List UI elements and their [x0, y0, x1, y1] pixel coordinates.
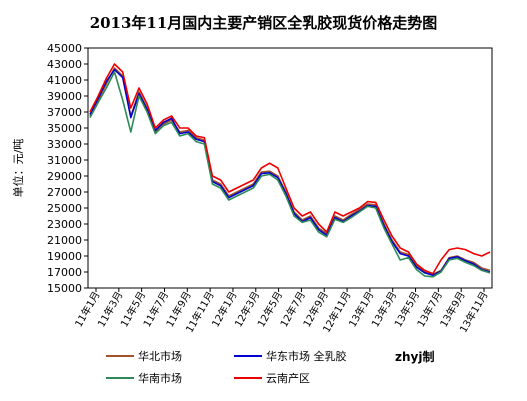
y-tick-label: 45000 [47, 42, 82, 55]
legend-label-3: 云南产区 [266, 371, 310, 385]
series-line-3 [89, 63, 491, 275]
plot-area [87, 47, 493, 289]
y-tick-label: 19000 [47, 250, 82, 263]
credit-label: zhyj制 [395, 349, 434, 364]
y-axis: 15000 17000 19000 21000 23000 25000 27000 29000… [47, 42, 88, 295]
y-axis-label: 单位：元/吨 [11, 139, 25, 198]
series-line-2 [89, 71, 491, 278]
y-tick-label: 17000 [47, 266, 82, 279]
y-tick-label: 35000 [47, 122, 82, 135]
y-tick-label: 15000 [47, 282, 82, 295]
y-tick-label: 29000 [47, 170, 82, 183]
y-tick-label: 33000 [47, 138, 82, 151]
legend-label-2: 华南市场 [138, 371, 182, 385]
y-tick-label: 23000 [47, 218, 82, 231]
y-tick-label: 41000 [47, 74, 82, 87]
series-lines [89, 63, 491, 278]
y-tick-label: 27000 [47, 186, 82, 199]
y-tick-label: 25000 [47, 202, 82, 215]
y-tick-label: 39000 [47, 90, 82, 103]
series-line-1 [89, 68, 491, 277]
legend-label-0: 华北市场 [138, 349, 182, 363]
y-tick-label: 31000 [47, 154, 82, 167]
legend-label-1: 华东市场 全乳胶 [266, 349, 347, 363]
y-tick-label: 21000 [47, 234, 82, 247]
y-tick-label: 37000 [47, 106, 82, 119]
y-tick-label: 43000 [47, 58, 82, 71]
x-axis: 11年1月11年3月11年5月11年7月11年9月11年11月12年1月12年3… [72, 288, 491, 335]
series-line-0 [89, 67, 491, 276]
chart-title: 2013年11月国内主要产销区全乳胶现货价格走势图 [89, 14, 438, 32]
